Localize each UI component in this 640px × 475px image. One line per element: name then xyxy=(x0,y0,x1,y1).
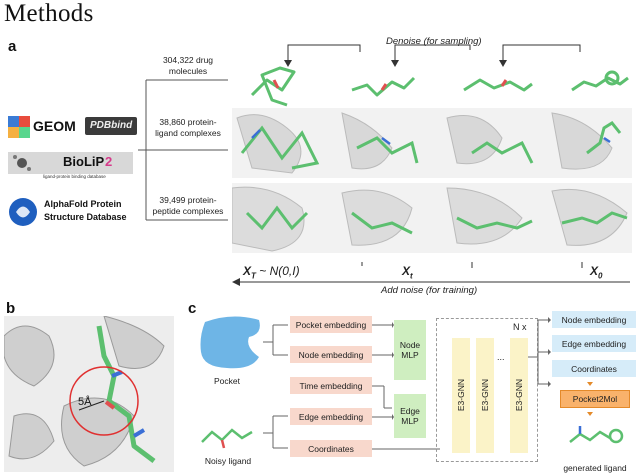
protein-peptide-snapshots xyxy=(232,183,632,253)
alphafold-logo: AlphaFold Protein Structure Database xyxy=(8,197,143,231)
dataset-protein-peptide: 39,499 protein- peptide complexes xyxy=(152,195,224,216)
panel-a-label: a xyxy=(8,38,17,55)
dataset-bracket xyxy=(138,79,228,221)
generated-ligand-label: generated ligand xyxy=(563,463,627,473)
time-embedding-box: Time embedding xyxy=(290,377,372,394)
pocket-radius-circle xyxy=(69,366,139,436)
output-connectors xyxy=(528,317,551,387)
node-embedding-output-box: Node embedding xyxy=(552,311,636,328)
node-mlp-box: Node MLP xyxy=(394,320,426,380)
alphafold-swirl-icon xyxy=(9,198,37,226)
repeat-count-label: N x xyxy=(513,322,527,332)
panel-c-label: c xyxy=(188,300,197,317)
add-noise-label: Add noise (for training) xyxy=(381,285,478,296)
gnn-ellipsis: ... xyxy=(497,352,505,362)
geom-logo-icon xyxy=(8,116,30,138)
pocket-embedding-box: Pocket embedding xyxy=(290,316,372,333)
label-xt-noise: XT ~ N(0,I) xyxy=(243,264,300,281)
biolip-logo-number: 2 xyxy=(105,154,113,169)
binding-pocket-image: 5Å xyxy=(4,316,174,472)
denoise-arrows xyxy=(284,44,581,67)
label-x0: X0 xyxy=(590,264,603,281)
biolip-logo-text: BioLiP xyxy=(63,154,105,169)
geom-logo-text: GEOM xyxy=(33,118,76,134)
dataset-drug-molecules: 304,322 drug molecules xyxy=(162,55,214,76)
generated-arrow xyxy=(587,412,593,416)
denoise-label: Denoise (for sampling) xyxy=(386,36,482,47)
alphafold-text-line1: AlphaFold Protein xyxy=(44,199,122,209)
dataset-protein-ligand: 38,860 protein- ligand complexes xyxy=(155,117,221,138)
molecule-icon xyxy=(13,155,31,171)
input-connectors xyxy=(263,324,288,449)
section-heading: Methods xyxy=(4,0,94,27)
e3-gnn-layer-3: E3-GNN xyxy=(510,338,528,453)
noisy-ligand-icon xyxy=(201,428,253,449)
biolip-logo: BioLiP 2 ligand-protein binding database xyxy=(8,152,133,180)
edge-embedding-output-box: Edge embedding xyxy=(552,335,636,352)
e3-gnn-layer-1: E3-GNN xyxy=(452,338,470,453)
coordinates-input-box: Coordinates xyxy=(290,440,372,457)
panel-b-label: b xyxy=(6,300,16,317)
distance-label: 5Å xyxy=(78,396,92,408)
generated-ligand-icon xyxy=(569,426,624,444)
biolip-subtitle: ligand-protein binding database xyxy=(43,174,106,179)
edge-mlp-box: Edge MLP xyxy=(394,394,426,438)
add-noise-arrows xyxy=(232,262,630,286)
pocket-shape-icon xyxy=(200,316,260,369)
label-xt: Xt xyxy=(402,264,413,281)
pdbbind-logo: PDBbind xyxy=(85,117,137,135)
geom-pdbbind-logos: GEOM PDBbind xyxy=(8,115,138,139)
pocket-label: Pocket xyxy=(214,376,240,386)
pocket2mol-box: Pocket2Mol xyxy=(560,390,630,408)
noisy-ligand-label: Noisy ligand xyxy=(204,456,252,466)
mlp-arrows xyxy=(372,322,440,450)
molecule-row-ligand-only xyxy=(250,66,629,107)
alphafold-text-line2: Structure Database xyxy=(44,212,127,222)
node-embedding-input-box: Node embedding xyxy=(290,346,372,363)
edge-embedding-input-box: Edge embedding xyxy=(290,408,372,425)
protein-ligand-snapshots xyxy=(232,108,632,178)
gnn-repeat-frame xyxy=(436,318,538,462)
coordinates-output-box: Coordinates xyxy=(552,360,636,377)
e3-gnn-layer-2: E3-GNN xyxy=(476,338,494,453)
decoder-arrow xyxy=(587,382,593,386)
